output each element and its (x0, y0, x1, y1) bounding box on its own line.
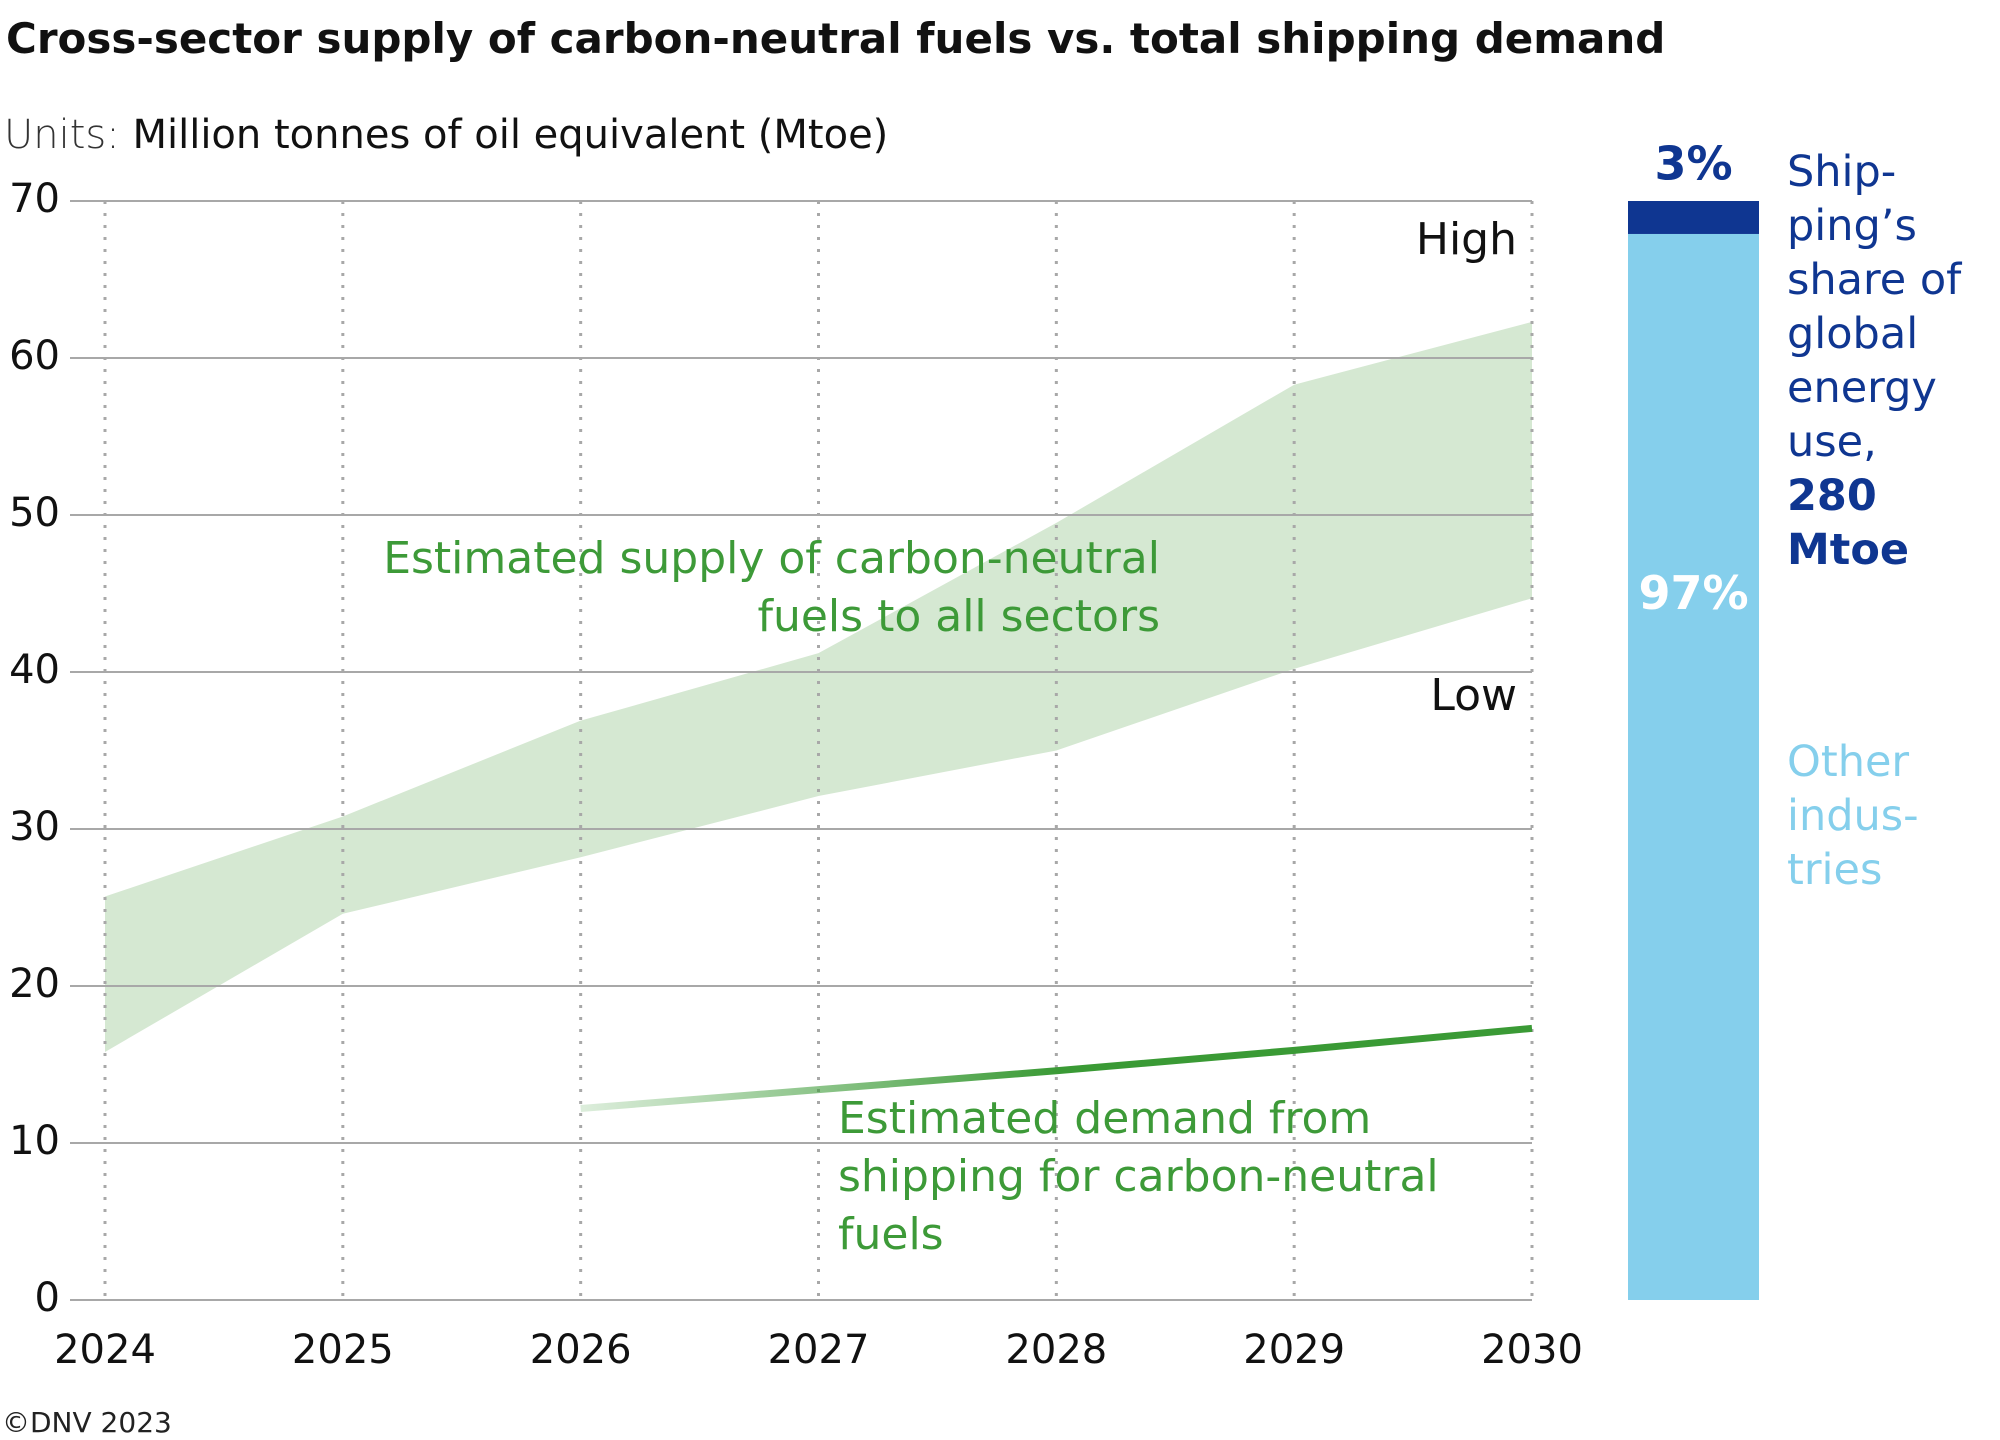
y-tick-label: 50 (9, 490, 60, 536)
credit: ©DNV 2023 (2, 1406, 172, 1439)
x-tick-label: 2025 (292, 1327, 394, 1373)
demand-line (580, 1024, 1533, 1112)
units-label: Units: (4, 112, 120, 158)
legend-entry: Estimated demand from shipping for carbo… (838, 1093, 1439, 1260)
y-tick-label: 40 (9, 647, 60, 693)
x-tick-label: 2030 (1481, 1327, 1583, 1373)
total-annotation: 280 Mtoe (1787, 471, 1910, 575)
y-tick-label: 0 (35, 1275, 60, 1321)
y-tick-label: 20 (9, 961, 60, 1007)
supply-band (105, 321, 1532, 1052)
legend-entry: Other indus­tries (1787, 737, 1919, 895)
value-label: 97% (1638, 566, 1748, 620)
subtitle-text: Million tonnes of oil equivalent (Mtoe) (132, 112, 889, 158)
bar-segment (1628, 201, 1759, 234)
y-tick-label: 60 (9, 333, 60, 379)
y-tick-label: 70 (9, 176, 60, 222)
x-tick-label: 2024 (54, 1327, 156, 1373)
bar-segment (1628, 233, 1759, 1301)
y-tick-label: 10 (9, 1118, 60, 1164)
series-label: High (1416, 214, 1517, 265)
legend-entry: Ship­ping’s share of global energy use, 2… (1787, 145, 1997, 577)
legend-text: Ship­ping’s share of global energy use, (1787, 147, 1962, 467)
x-tick-label: 2026 (530, 1327, 632, 1373)
series-label: Low (1430, 670, 1517, 721)
subtitle: Units: Million tonnes of oil equivalent … (4, 112, 888, 158)
x-tick-label: 2029 (1243, 1327, 1345, 1373)
x-tick-label: 2028 (1005, 1327, 1107, 1373)
value-label: 3% (1654, 137, 1732, 191)
band-label: Estimated supply of carbon-neutral fuels… (383, 533, 1160, 642)
y-tick-label: 30 (9, 804, 60, 850)
x-tick-label: 2027 (768, 1327, 870, 1373)
chart-title: Cross-sector supply of carbon-neutral fu… (6, 14, 1666, 63)
